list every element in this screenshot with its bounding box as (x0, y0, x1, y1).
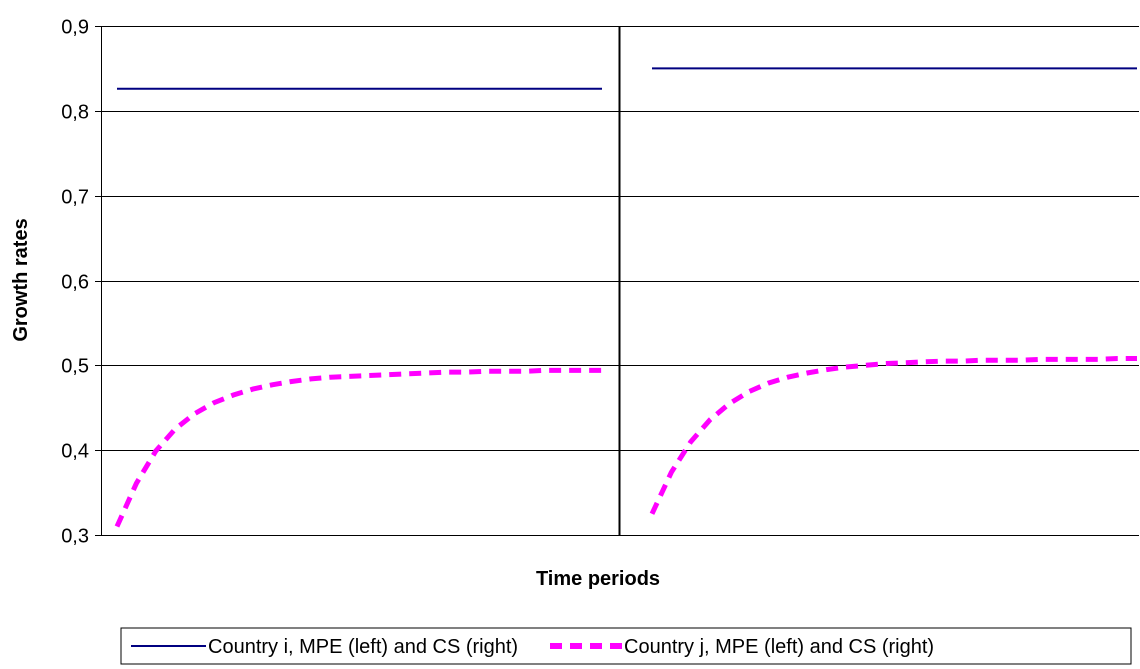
series-lines (114, 67, 1137, 528)
y-tick-label: 0,8 (61, 102, 89, 124)
y-tick-label: 0,7 (61, 187, 89, 209)
y-tick-label: 0,9 (61, 17, 89, 39)
y-tick-labels: 0,3 0,4 0,5 0,6 0,7 0,8 0,9 (61, 17, 89, 548)
plot-frame (101, 26, 621, 535)
y-tick-label: 0,3 (61, 526, 89, 548)
gridlines (95, 26, 1139, 536)
legend-box (120, 627, 1132, 665)
legend-label-country-j: Country j, MPE (left) and CS (right) (624, 636, 934, 658)
x-axis-title: Time periods (536, 568, 660, 590)
y-axis-title: Growth rates (10, 218, 32, 341)
series-line-country-j-right (649, 356, 1137, 515)
legend-label-country-i: Country i, MPE (left) and CS (right) (208, 636, 518, 658)
legend: Country i, MPE (left) and CS (right) Cou… (120, 627, 1132, 665)
series-line-country-j-left (114, 367, 602, 528)
y-tick-label: 0,6 (61, 272, 89, 294)
y-tick-label: 0,5 (61, 356, 89, 378)
y-tick-label: 0,4 (61, 441, 89, 463)
